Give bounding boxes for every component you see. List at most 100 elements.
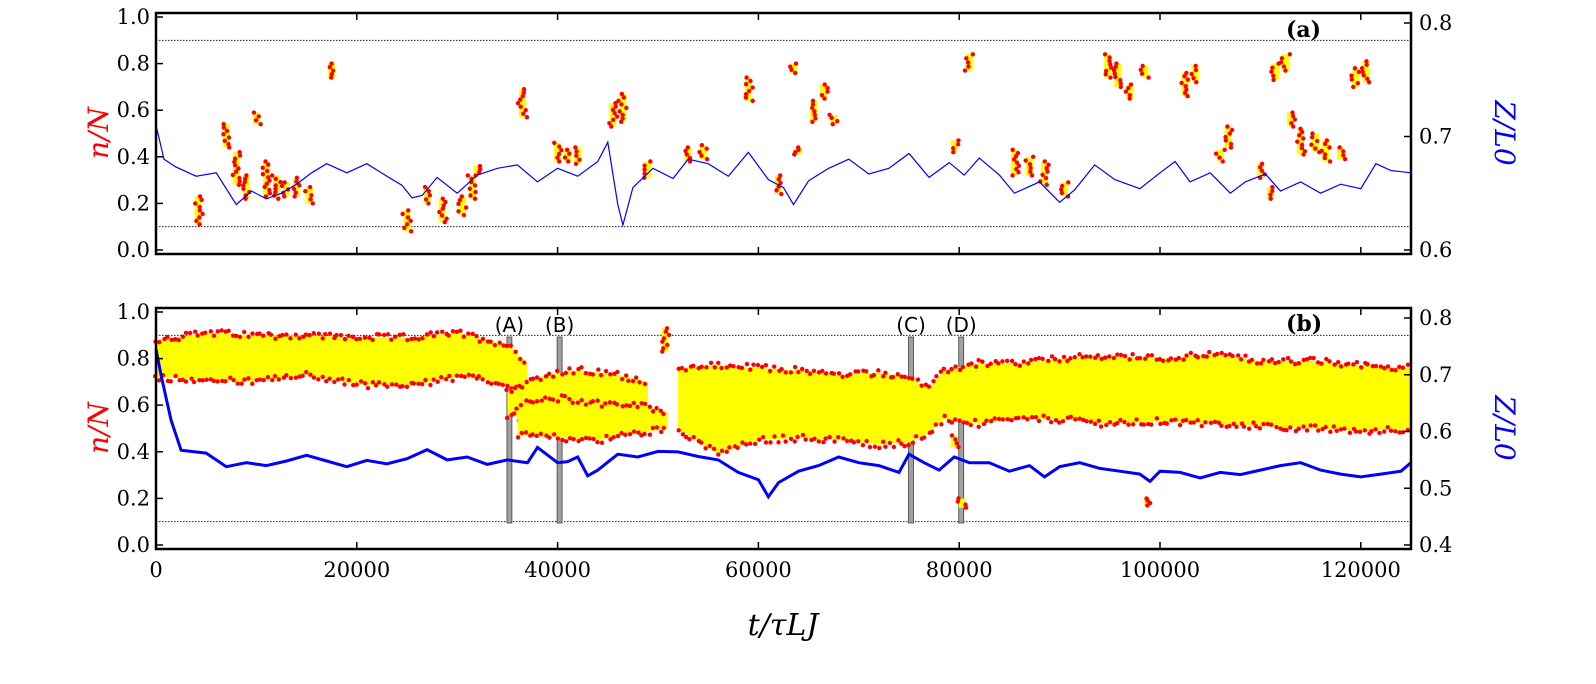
panel-a-cluster-point-1-1 bbox=[226, 141, 231, 147]
panel-b-band-point-1-2-1-1 bbox=[579, 365, 584, 370]
event-marker-bar-0 bbox=[506, 336, 513, 524]
panel-b-band-point-3-17-10-0 bbox=[1397, 430, 1402, 435]
panel-b-band-point-3-8-2-0 bbox=[949, 420, 955, 425]
panel-b-band-point-2-1-3-1 bbox=[567, 396, 572, 402]
panel-a-cluster-fill-37 bbox=[1041, 161, 1049, 185]
panel-b-band-point-3-5-3-0 bbox=[887, 440, 893, 446]
panel-b-band-point-3-16-10-0 bbox=[1347, 430, 1353, 436]
panel-a-clusters bbox=[193, 52, 1372, 234]
panel-b-band-point-3-1-3-1 bbox=[728, 363, 733, 368]
panel-b-band-point-0-0-8-0 bbox=[183, 379, 189, 384]
panel-b-band-point-3-9-1-0 bbox=[981, 421, 987, 427]
panel-b-band-point-0-6-1-1 bbox=[458, 328, 463, 333]
panel-b-band-point-2-0-4-1 bbox=[530, 400, 536, 405]
panel-a-cluster-point-36-2 bbox=[1028, 165, 1033, 171]
panel-b-band-point-3-11-10-1 bbox=[1095, 353, 1101, 358]
panel-a-cluster-point-1-0 bbox=[227, 145, 232, 150]
panel-a-cluster-fill-25 bbox=[699, 145, 707, 160]
panel-a-cluster-point-19-2 bbox=[567, 151, 572, 156]
panel-a-cluster-point-0-7 bbox=[199, 197, 204, 203]
panel-b-band-point-0-5-6-0 bbox=[428, 382, 433, 388]
panel-a-cluster-point-51-3 bbox=[1290, 113, 1296, 119]
panel-b-band-point-3-5-1-1 bbox=[881, 374, 886, 379]
panel-b-band-point-3-14-8-1 bbox=[1238, 357, 1244, 362]
panel-b-band-point-3-13-5-1 bbox=[1176, 355, 1181, 361]
panel-b-band-point-0-3-12-1 bbox=[350, 334, 355, 339]
panel-b-band-point-0-5-6-1 bbox=[428, 330, 433, 335]
panel-b-band-point-0-0-10-1 bbox=[192, 329, 198, 334]
panel-b-cluster-point-3-3 bbox=[1144, 496, 1149, 501]
panel-b-band-point-3-14-9-0 bbox=[1241, 424, 1247, 429]
panel-a-cluster-point-18-1 bbox=[555, 155, 560, 160]
panel-a-cluster-fill-22 bbox=[619, 93, 627, 122]
panel-b-band-point-3-9-9-1 bbox=[1013, 361, 1018, 367]
panel-b-band-point-3-17-3-0 bbox=[1369, 429, 1374, 434]
panel-a-z-line bbox=[155, 125, 1412, 228]
panel-a-cluster-point-2-4 bbox=[233, 169, 239, 174]
panel-b-band-point-3-12-2-0 bbox=[1114, 421, 1120, 426]
panel-b-band-point-0-7-3-1 bbox=[497, 340, 502, 345]
panel-b-band-point-3-10-8-1 bbox=[1049, 354, 1055, 359]
panel-b-band-point-2-3-0-1 bbox=[635, 404, 640, 410]
panel-b-band-point-0-7-4-0 bbox=[500, 382, 505, 388]
panel-a-cluster-point-46-1 bbox=[1228, 141, 1234, 147]
panel-b-band-point-3-1-8-1 bbox=[748, 367, 753, 372]
panel-a-cluster-fill-41 bbox=[1126, 84, 1134, 99]
panel-a-cluster-point-17-3 bbox=[518, 104, 523, 109]
x-axis-label: t/τLJ bbox=[748, 608, 821, 643]
panel-b-band-point-0-5-9-1 bbox=[440, 329, 445, 334]
panel-b-band-point-1-0-4-1 bbox=[519, 385, 525, 390]
panel-b-band-point-3-15-10-0 bbox=[1296, 426, 1301, 431]
panel-a-cluster-point-5-10 bbox=[265, 162, 271, 167]
panel-a-cluster-fill-19 bbox=[564, 149, 572, 162]
panel-b-band-point-0-7-1-0 bbox=[489, 381, 494, 386]
panel-b-band-point-3-2-1-1 bbox=[759, 364, 765, 370]
panel-a-cluster-fill-54 bbox=[1322, 140, 1330, 162]
panel-a-cluster-point-26-1 bbox=[743, 95, 749, 100]
panel-b-band-point-3-2-7-0 bbox=[783, 439, 788, 444]
panel-b-band-point-3-10-5-0 bbox=[1036, 418, 1042, 424]
panel-b-band-point-1-0-0-1 bbox=[504, 387, 509, 393]
panel-a-cluster-point-2-3 bbox=[230, 172, 236, 178]
panel-b-band-point-0-5-5-0 bbox=[423, 377, 428, 383]
panel-a-cluster-point-26-6 bbox=[748, 78, 753, 84]
panel-a-cluster-point-40-5 bbox=[1111, 68, 1117, 73]
panel-b-band-point-0-1-6-0 bbox=[228, 375, 233, 380]
panel-a-cluster-point-46-2 bbox=[1223, 138, 1229, 143]
panel-a-cluster-point-25-3 bbox=[704, 146, 709, 151]
panel-b-band-point-0-6-5-1 bbox=[474, 333, 479, 339]
panel-a-cluster-point-48-1 bbox=[1268, 192, 1273, 198]
panel-a-cluster-point-14-4 bbox=[457, 197, 463, 203]
panel-a-cluster-point-39-4 bbox=[1108, 62, 1113, 67]
panel-a-cluster-point-49-1 bbox=[1271, 73, 1276, 79]
panel-b-band-point-3-3-5-1 bbox=[816, 370, 822, 375]
panel-b-band-point-3-3-0-1 bbox=[796, 369, 801, 375]
panel-b-band-point-0-1-0-0 bbox=[204, 377, 209, 382]
panel-b-band-point-3-16-8-0 bbox=[1338, 427, 1343, 432]
panel-b-band-point-3-7-1-0 bbox=[929, 429, 935, 435]
panel-b-band-point-3-5-7-0 bbox=[902, 443, 907, 449]
panel-a-cluster-point-33-0 bbox=[951, 149, 956, 155]
panel-a-cluster-point-50-1 bbox=[1281, 64, 1287, 69]
panel-b-band-point-3-1-5-0 bbox=[735, 445, 740, 450]
panel-a-cluster-point-1-7 bbox=[221, 121, 226, 127]
panel-b-band-point-0-8-0-1 bbox=[504, 343, 510, 349]
panel-b-band-point-0-0-11-0 bbox=[197, 378, 202, 383]
panel-b-band-point-3-10-7-1 bbox=[1046, 358, 1051, 364]
panel-b-band-point-3-2-3-0 bbox=[768, 440, 773, 445]
panel-b-band-point-3-13-9-0 bbox=[1191, 420, 1196, 425]
panel-a-cluster-point-36-4 bbox=[1023, 158, 1028, 163]
panel-a-left-tick-label-4: 0.8 bbox=[117, 52, 150, 76]
panel-b-band-point-3-9-0-1 bbox=[976, 357, 981, 363]
panel-a-cluster-point-34-0 bbox=[962, 68, 968, 73]
panel-a-cluster-point-28-3 bbox=[793, 61, 799, 66]
panel-b-band-point-3-2-0-0 bbox=[756, 437, 762, 442]
panel-b-left-tick-label-3: 0.6 bbox=[117, 393, 150, 417]
panel-b-band-point-0-5-11-1 bbox=[446, 333, 451, 338]
panel-b-band-point-3-17-11-0 bbox=[1400, 430, 1406, 435]
panel-a-cluster-point-3-3 bbox=[241, 186, 246, 191]
panel-a-cluster-point-36-0 bbox=[1029, 173, 1035, 178]
panel-b-band-point-3-13-12-0 bbox=[1203, 420, 1208, 425]
panel-a-cluster-point-11-2 bbox=[404, 222, 410, 227]
panel-b-band-point-0-6-3-0 bbox=[466, 372, 472, 378]
